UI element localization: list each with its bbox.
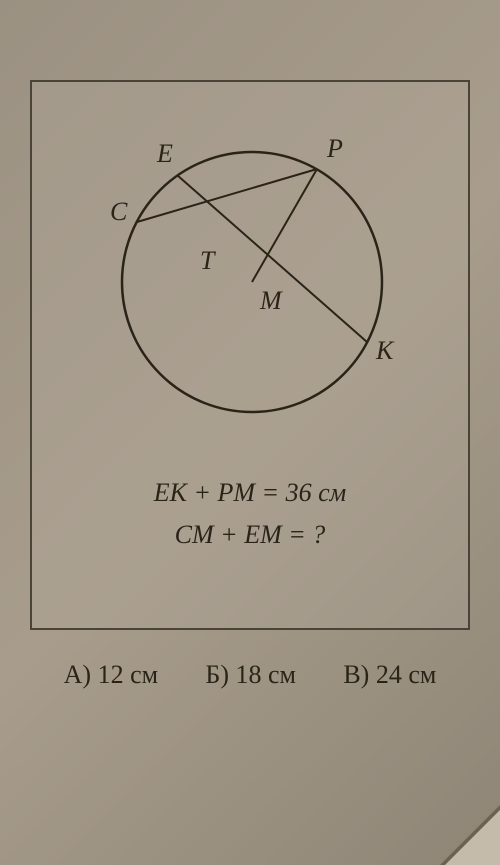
circle-diagram-svg: E P C K M T (62, 107, 442, 437)
answer-value-a: 12 см (98, 660, 159, 689)
answer-value-c: 24 см (376, 660, 437, 689)
given-line-2: CM + EM = ? (154, 514, 347, 556)
answer-option-c[interactable]: В) 24 см (343, 660, 436, 690)
answer-options: А) 12 см Б) 18 см В) 24 см (20, 660, 480, 690)
label-P: P (326, 134, 343, 163)
label-M: M (259, 286, 283, 315)
page-container: E P C K M T EK + PM = 36 см CM + EM = ? … (0, 0, 500, 865)
given-line-1: EK + PM = 36 см (154, 472, 347, 514)
label-K: K (375, 336, 395, 365)
answer-letter-a: А) (64, 660, 91, 689)
label-T: T (200, 246, 216, 275)
page-corner-fold-inner (445, 810, 500, 865)
answer-letter-c: В) (343, 660, 369, 689)
problem-frame: E P C K M T EK + PM = 36 см CM + EM = ? (30, 80, 470, 630)
label-C: C (110, 197, 128, 226)
answer-letter-b: Б) (205, 660, 229, 689)
label-E: E (156, 139, 173, 168)
geometry-diagram: E P C K M T (62, 107, 442, 437)
answer-option-b[interactable]: Б) 18 см (205, 660, 296, 690)
given-conditions: EK + PM = 36 см CM + EM = ? (154, 472, 347, 555)
answer-option-a[interactable]: А) 12 см (64, 660, 158, 690)
answer-value-b: 18 см (236, 660, 297, 689)
